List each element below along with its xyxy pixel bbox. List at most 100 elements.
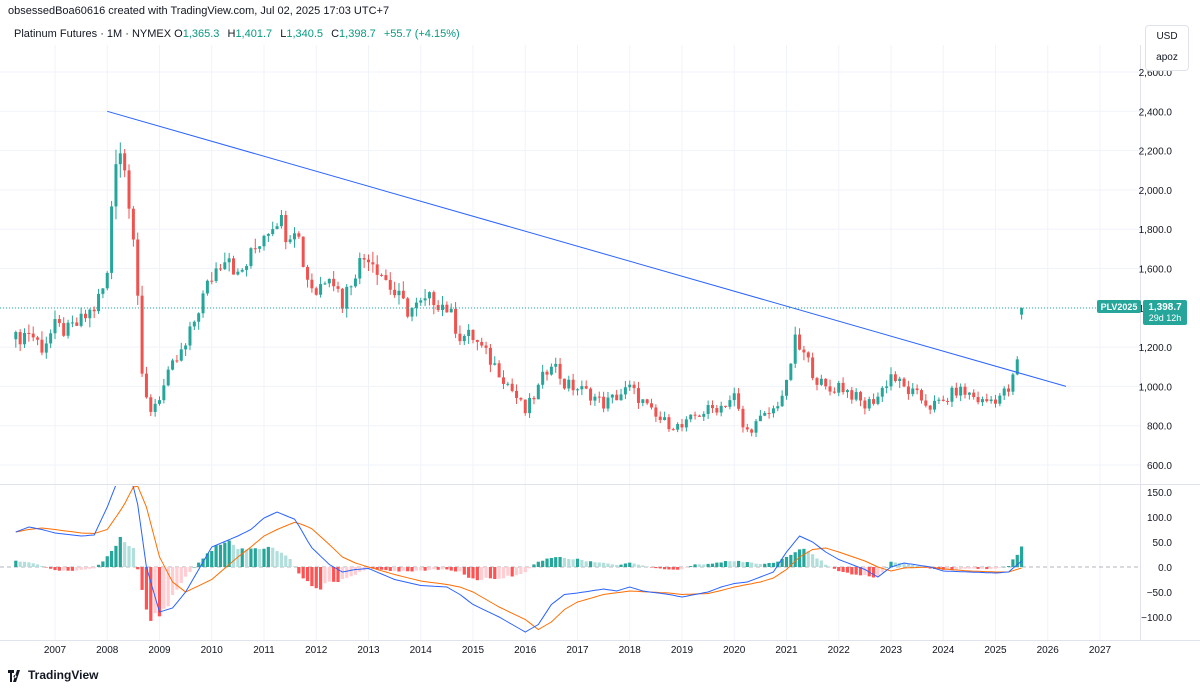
macd-histogram-bar [88,567,92,569]
macd-histogram-bar [776,561,780,567]
candle-body [88,309,92,319]
candle-body [501,377,505,384]
candle-body [576,389,579,391]
macd-histogram-bar [719,562,723,567]
candle-body [763,413,767,416]
macd-histogram-bar [797,549,802,567]
symbol-name[interactable]: Platinum Futures · 1M · NYMEX [14,28,172,40]
macd-histogram-bar [967,567,971,569]
candle-body [754,421,758,433]
macd-histogram-bar [384,567,388,571]
candle-body [780,395,784,407]
macd-histogram-bar [767,562,771,567]
candle-body [423,298,427,301]
macd-histogram-bar [876,567,880,577]
candle-body [53,319,57,334]
price-badge: PLV2025 1,398.7 29d 12h [1097,300,1187,325]
macd-histogram-bar [236,549,240,567]
candle-body [693,414,697,416]
macd-histogram-bar [963,567,967,569]
macd-histogram-bar [815,558,819,567]
macd-histogram-bar [741,562,745,567]
candle-body [358,258,362,279]
candle-body [232,258,236,275]
macd-histogram-bar [959,567,963,570]
candle-body [340,288,344,309]
candle-body [623,387,627,395]
candle-body [850,390,854,400]
candle-body [654,407,658,417]
macd-histogram-bar [662,567,667,570]
macd-signal-line [15,486,1022,631]
macd-histogram-bar [571,559,575,567]
macd-histogram-bar [419,567,423,571]
macd-histogram-bar [497,567,501,579]
candle-body [97,293,101,312]
macd-histogram-bar [214,545,218,567]
candle-body [954,387,958,396]
macd-histogram-bar [950,567,954,570]
macd-histogram-bar [314,567,318,589]
candle-body [70,322,74,324]
macd-histogram-bar [96,564,101,567]
candle-body [580,386,584,390]
candle-body [519,397,523,400]
close-label: C [331,28,340,40]
macd-histogram-bar [806,551,810,567]
macd-histogram-bar [1006,566,1011,567]
candle-body [1011,374,1015,392]
macd-histogram-bar [828,566,832,568]
macd-histogram-bar [750,562,754,567]
macd-histogram-bar [288,558,292,567]
candle-body [406,298,410,317]
macd-histogram-bar [562,557,567,567]
tradingview-logo[interactable]: TradingView [8,668,98,682]
candle-body [902,378,906,387]
candle-body [114,164,118,207]
candle-body [515,390,519,398]
candle-body [441,304,445,311]
macd-histogram-bar [275,551,279,567]
candle-body [310,279,314,289]
candle-body [610,394,614,398]
candle-body [44,343,48,353]
candle-body [824,378,828,387]
candle-body [66,322,70,336]
macd-histogram-bar [863,567,867,576]
macd-histogram-bar [353,567,358,575]
candle-body [371,262,375,265]
candle-body [798,334,802,350]
candle-body [724,405,728,407]
macd-histogram-bar [946,567,950,570]
candle-body [153,403,157,412]
high-value: 1,401.7 [235,28,273,40]
macd-histogram-bar [771,562,776,567]
macd-histogram-bar [279,552,284,567]
macd-histogram-bar [427,567,432,570]
macd-histogram-bar [536,561,540,567]
candle-body [362,258,366,260]
candle-body [911,388,915,395]
candle-body [158,400,161,404]
macd-histogram-bar [941,567,945,570]
candle-body [253,248,257,250]
macd-histogram-bar [379,567,384,570]
currency-selector[interactable]: USD apoz [1145,25,1189,71]
candle-body [210,280,214,282]
candle-body [101,288,105,294]
candle-body [445,304,449,313]
candle-body [127,170,131,209]
candle-body [571,379,575,391]
candle-body [131,208,135,240]
candle-body [771,408,775,414]
candle-body [959,386,963,396]
price-axis-label: 800.0 [1147,422,1172,433]
candle-body [998,395,1002,404]
macd-histogram-bar [689,566,693,567]
macd-histogram-bar [645,566,649,567]
candle-body [510,383,514,391]
macd-histogram-bar [40,565,44,567]
macd-histogram-bar [667,567,671,570]
macd-histogram-bar [210,551,214,567]
